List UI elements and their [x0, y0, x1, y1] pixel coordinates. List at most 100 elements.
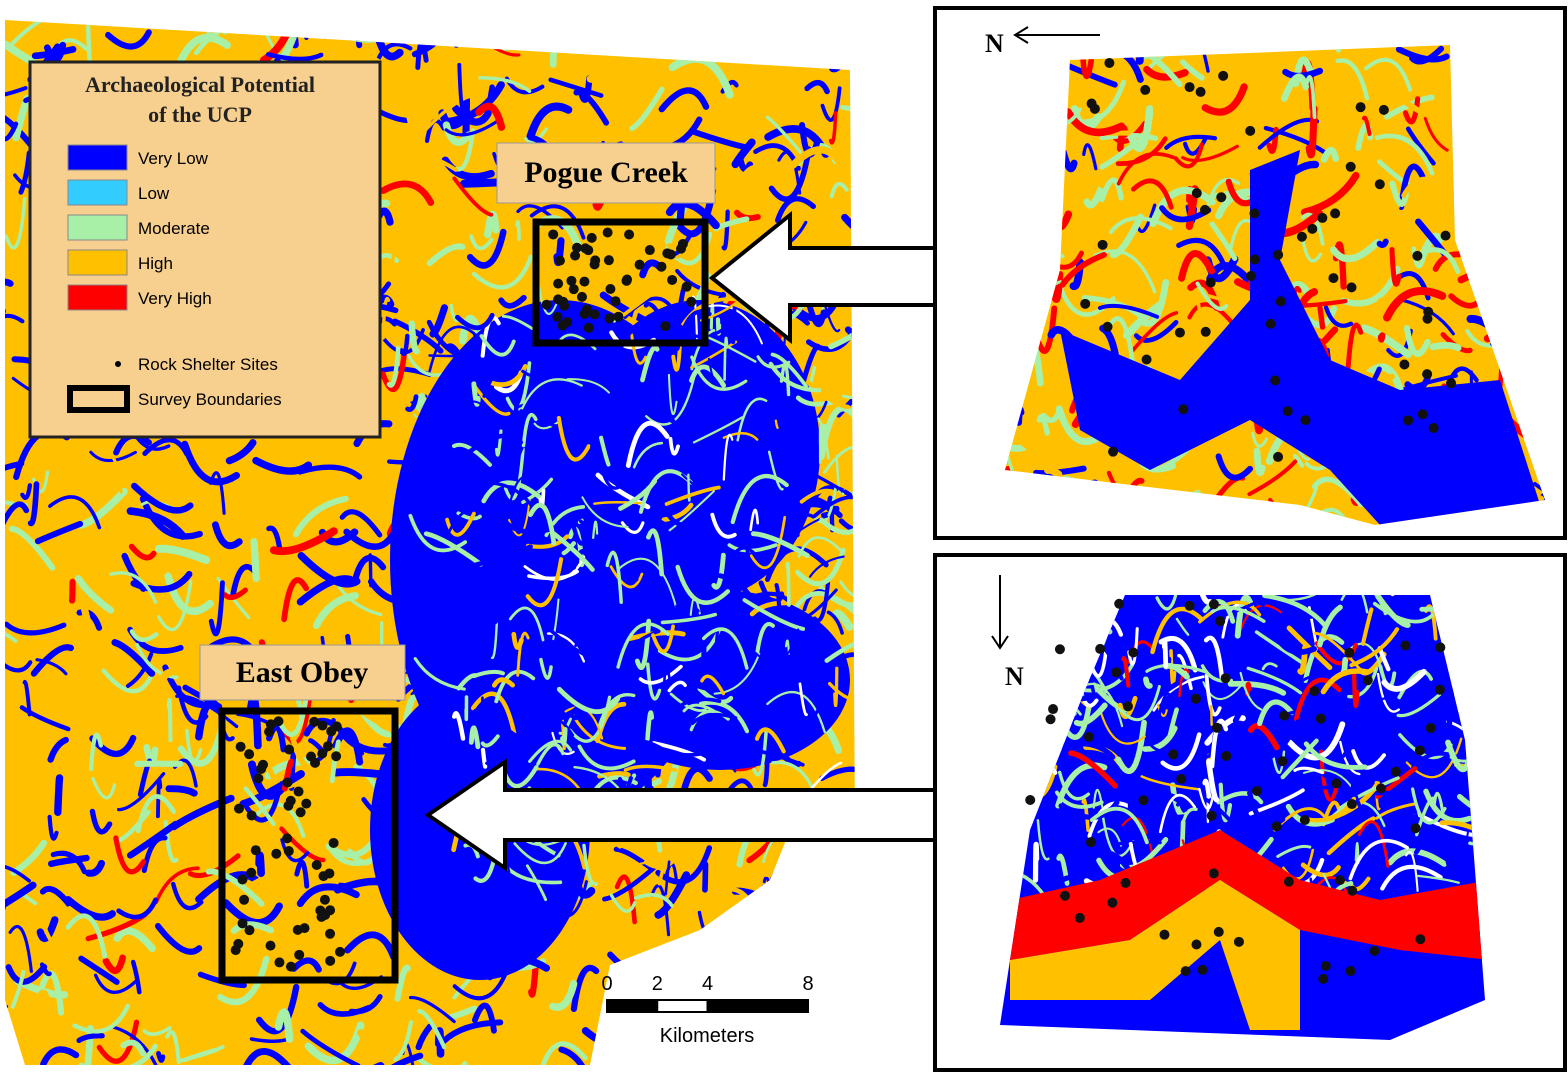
terrain [1473, 230, 1480, 245]
terrain [302, 0, 312, 23]
terrain [1473, 739, 1483, 784]
terrain [1471, 684, 1474, 691]
terrain [826, 14, 827, 36]
rock-shelter-site [246, 868, 256, 878]
terrain [968, 139, 996, 157]
rock-shelter-site [1103, 322, 1113, 332]
terrain [1412, 530, 1429, 566]
terrain [1018, 334, 1041, 383]
rock-shelter-site [238, 918, 248, 928]
terrain [702, 932, 712, 945]
terrain [1305, 786, 1331, 788]
terrain [1052, 274, 1060, 299]
rock-shelter-site [1140, 85, 1150, 95]
rock-shelter-site [1249, 208, 1259, 218]
rock-shelter-site [264, 727, 274, 737]
terrain [849, 914, 889, 933]
rock-shelter-site [247, 810, 257, 820]
terrain [990, 124, 1021, 143]
rock-shelter-site [1095, 644, 1105, 654]
rock-shelter-site [1375, 179, 1385, 189]
rock-shelter-site [325, 929, 335, 939]
rock-shelter-site [1048, 704, 1058, 714]
terrain [1545, 338, 1555, 378]
terrain [753, 908, 760, 927]
terrain [1453, 651, 1499, 659]
terrain [1071, 628, 1110, 637]
terrain [225, 13, 267, 32]
rock-shelter-site [1138, 795, 1148, 805]
terrain [1449, 643, 1453, 652]
rock-shelter-site [274, 957, 284, 967]
rock-shelter-site [656, 262, 666, 272]
terrain [1031, 125, 1060, 131]
terrain [1082, 41, 1091, 76]
scale-segment [657, 1000, 707, 1012]
rock-shelter-site [326, 726, 336, 736]
terrain [1011, 185, 1016, 222]
rock-shelter-site [1080, 299, 1090, 309]
rock-shelter-site [1246, 271, 1256, 281]
rock-shelter-site [273, 716, 283, 726]
rock-shelter-site [1221, 673, 1231, 683]
legend-label: Very High [138, 289, 212, 308]
terrain [1028, 761, 1055, 773]
terrain [331, 31, 376, 41]
terrain [1164, 640, 1165, 665]
terrain [956, 609, 1014, 630]
rock-shelter-site [645, 245, 655, 255]
terrain [1317, 527, 1324, 565]
terrain [1492, 147, 1543, 174]
terrain [483, 750, 485, 767]
rock-shelter-site [1347, 886, 1357, 896]
terrain [128, 1, 132, 21]
terrain [801, 902, 834, 946]
rock-shelter-site [1245, 126, 1255, 136]
rock-shelter-site [1198, 965, 1208, 975]
terrain [325, 13, 335, 37]
terrain [1155, 91, 1156, 112]
rock-shelter-site [253, 773, 263, 783]
rock-shelter-site [271, 849, 281, 859]
rock-shelter-site [1212, 723, 1222, 733]
rock-shelter-site [1216, 192, 1226, 202]
terrain [430, 356, 478, 357]
terrain [1034, 481, 1063, 514]
rock-shelter-site [1426, 723, 1436, 733]
terrain [0, 907, 3, 944]
rock-shelter-site [559, 301, 569, 311]
terrain [58, 778, 60, 812]
rock-shelter-site [1317, 213, 1327, 223]
terrain [978, 775, 1029, 794]
terrain [1545, 252, 1549, 281]
terrain [650, 11, 685, 24]
terrain [964, 239, 1017, 280]
rock-shelter-site [1087, 99, 1097, 109]
terrain [1016, 106, 1028, 133]
terrain [1013, 225, 1033, 237]
terrain [1036, 844, 1037, 880]
rock-shelter-site [570, 251, 580, 261]
scale-tick-label: 8 [802, 973, 813, 995]
terrain [730, 737, 731, 767]
legend-label: High [138, 254, 173, 273]
rock-shelter-site [1142, 355, 1152, 365]
terrain [1007, 589, 1035, 598]
legend-label: Moderate [138, 219, 210, 238]
terrain [1069, 483, 1070, 502]
rock-shelter-site [1435, 685, 1445, 695]
terrain [1291, 509, 1304, 530]
rock-shelter-site [1411, 823, 1421, 833]
terrain [773, 873, 795, 913]
terrain [984, 202, 1008, 227]
terrain [1460, 634, 1502, 672]
rock-shelter-site [1209, 868, 1219, 878]
rock-shelter-site [566, 276, 576, 286]
legend-title: of the UCP [148, 102, 252, 127]
terrain [1548, 305, 1551, 323]
rock-shelter-site [1415, 745, 1425, 755]
legend-swatch [68, 250, 127, 275]
rock-shelter-site [548, 229, 558, 239]
terrain [1009, 492, 1040, 505]
terrain [1025, 484, 1043, 514]
